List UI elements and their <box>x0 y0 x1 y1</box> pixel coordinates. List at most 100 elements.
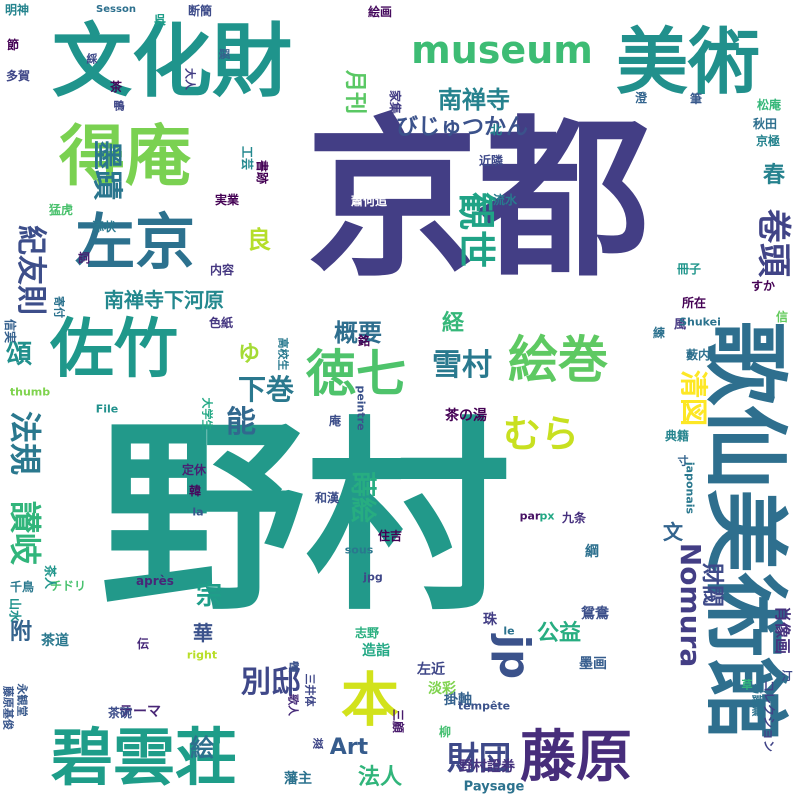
word-多賀: 多賀 <box>5 69 31 83</box>
word-藩主: 藩主 <box>284 771 312 787</box>
word-茶碗: 茶碗 <box>107 706 133 720</box>
word-公益: 公益 <box>536 621 582 646</box>
word-歌人: 歌人 <box>286 694 300 716</box>
word-peintre: peintre <box>354 385 368 431</box>
word-三井体: 三井体 <box>303 673 317 707</box>
word-文: 文 <box>663 520 683 544</box>
word-大人: 大人 <box>183 68 197 90</box>
word-松庵: 松庵 <box>756 98 782 112</box>
word-japonais: japonais <box>683 461 697 515</box>
word-文化財: 文化財 <box>52 15 292 108</box>
word-実業: 実業 <box>214 193 240 207</box>
word-碧雲荘: 碧雲荘 <box>50 721 238 794</box>
word-猛虎: 猛虎 <box>48 203 74 217</box>
word-和漢: 和漢 <box>314 491 340 505</box>
word-鴛鴦: 鴛鴦 <box>581 606 609 622</box>
word-la: la <box>192 505 204 519</box>
word-絵画: 絵画 <box>367 5 393 19</box>
word-筆: 筆 <box>689 92 703 106</box>
word-滋: 滋 <box>312 737 324 751</box>
word-頌: 頌 <box>5 340 33 370</box>
word-Art: Art <box>329 735 369 760</box>
word-墨蹟: 墨蹟 <box>89 140 124 200</box>
word-宗: 宗 <box>195 581 223 611</box>
word-内容: 内容 <box>209 263 235 277</box>
word-京都: 京都 <box>306 99 650 300</box>
word-藪内: 藪内 <box>685 348 711 362</box>
word-sous: sous <box>344 543 374 557</box>
word-綱: 綱 <box>585 544 599 560</box>
word-信: 信 <box>775 310 789 324</box>
word-工芸: 工芸 <box>240 145 254 171</box>
word-汀: 汀 <box>781 669 793 683</box>
word-墨画: 墨画 <box>579 656 607 672</box>
word-すか: すか <box>750 279 776 293</box>
word-経: 経 <box>441 311 465 336</box>
word-春: 春 <box>762 163 786 188</box>
word-チドリ: チドリ <box>49 579 87 593</box>
word-大学生: 大学生 <box>200 397 214 431</box>
word-藤原基俊: 藤原基俊 <box>1 686 15 730</box>
word-練: 練 <box>652 326 666 340</box>
word-家集: 家集 <box>388 89 402 115</box>
word-野村證券: 野村證券 <box>459 759 515 775</box>
word-紀友則: 紀友則 <box>13 225 48 315</box>
word-定休: 定休 <box>181 463 207 477</box>
word-寸: 寸 <box>677 454 689 468</box>
word-千鳥: 千鳥 <box>9 580 35 594</box>
word-清図: 清図 <box>677 369 710 427</box>
word-冊子: 冊子 <box>676 262 702 276</box>
word-信実: 信実 <box>3 318 17 344</box>
word-Shukei: Shukei <box>679 315 721 329</box>
word-財団: 財団 <box>446 739 512 777</box>
word-北: 北 <box>489 123 503 137</box>
word-寄付: 寄付 <box>52 296 66 318</box>
word-tempête: tempête <box>457 699 511 713</box>
word-徳七: 徳七 <box>306 345 406 403</box>
word-蕭何追: 蕭何追 <box>350 194 388 208</box>
word-絵: 絵 <box>190 734 214 762</box>
word-淡彩: 淡彩 <box>428 681 456 697</box>
word-蒔絵: 蒔絵 <box>347 470 377 524</box>
word-Paysage: Paysage <box>463 779 525 795</box>
word-法人: 法人 <box>357 765 403 790</box>
word-秋田: 秋田 <box>752 117 778 131</box>
word-節: 節 <box>6 38 20 52</box>
word-par: par <box>519 509 541 523</box>
word-right: right <box>186 648 218 662</box>
word-鴨: 鴨 <box>113 99 125 113</box>
word-月刊: 月刊 <box>342 69 367 115</box>
word-après: après <box>136 574 174 588</box>
word-野村: 野村 <box>100 400 510 639</box>
word-得庵: 得庵 <box>59 118 191 195</box>
word-le: le <box>503 624 515 638</box>
word-綵: 綵 <box>86 52 98 66</box>
word-茶: 茶 <box>109 80 123 94</box>
word-造詣: 造詣 <box>362 643 390 659</box>
word-澄: 澄 <box>634 91 648 105</box>
word-コレクション: コレクション <box>762 679 776 753</box>
word-志野: 志野 <box>354 626 380 640</box>
word-本: 本 <box>340 666 400 734</box>
word-掛軸: 掛軸 <box>444 692 472 708</box>
word-韓: 韓 <box>188 484 202 498</box>
word-jpg: jpg <box>363 570 383 584</box>
word-讃岐: 讃岐 <box>6 500 44 566</box>
word-藤原: 藤原 <box>520 725 632 790</box>
word-南禅寺下河原: 南禅寺下河原 <box>104 288 224 312</box>
word-蹊: 蹊 <box>217 48 231 60</box>
word-ゆ: ゆ <box>237 342 261 367</box>
word-明神: 明神 <box>4 3 30 17</box>
word-草: 草 <box>741 678 753 692</box>
word-法規: 法規 <box>6 410 44 476</box>
word-概要: 概要 <box>334 319 382 347</box>
word-絵巻: 絵巻 <box>508 331 608 389</box>
word-高校生: 高校生 <box>276 337 290 371</box>
word-住吉: 住吉 <box>377 529 403 543</box>
word-所在: 所在 <box>681 296 707 310</box>
word-能: 能 <box>226 405 256 440</box>
word-三顧: 三顧 <box>391 708 405 734</box>
word-詞: 詞 <box>77 251 91 265</box>
word-むら: むら <box>502 412 580 456</box>
